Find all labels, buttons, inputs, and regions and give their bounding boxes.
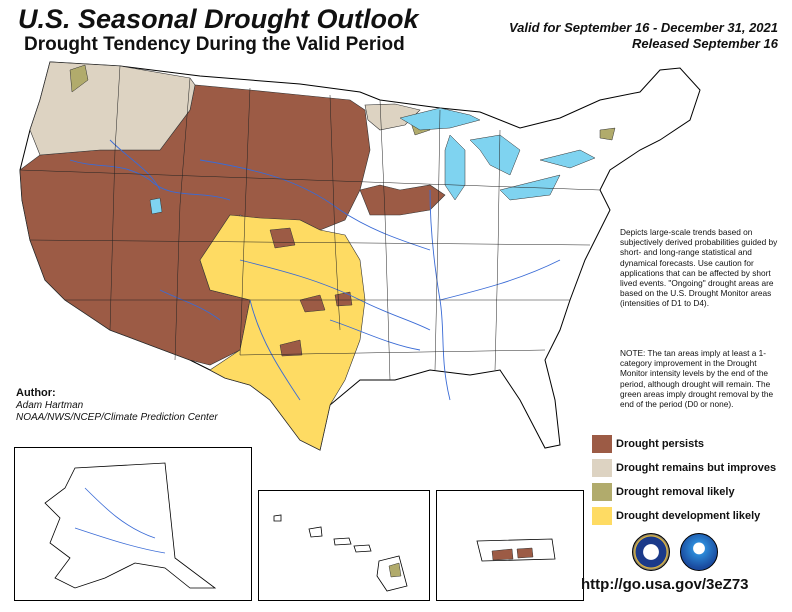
description-text: Depicts large-scale trends based on subj… <box>620 227 778 309</box>
legend-label: Drought development likely <box>616 510 761 522</box>
hawaii-inset <box>258 490 430 601</box>
legend-label: Drought removal likely <box>616 486 735 498</box>
map-title: U.S. Seasonal Drought Outlook <box>18 4 419 34</box>
hawaii-map <box>273 514 408 592</box>
persists-spots <box>269 227 353 357</box>
doc-seal-icon <box>632 533 670 571</box>
map-subtitle: Drought Tendency During the Valid Period <box>24 34 405 55</box>
author-org: NOAA/NWS/NCEP/Climate Prediction Center <box>16 412 218 423</box>
legend-item-removal: Drought removal likely <box>592 480 776 504</box>
noaa-logo-icon <box>680 533 718 571</box>
author-name: Adam Hartman <box>16 400 84 411</box>
valid-dates: Valid for September 16 - December 31, 20… <box>508 20 778 35</box>
state-lines <box>19 65 601 381</box>
alaska-inset <box>14 447 252 601</box>
valid-period: Valid for September 16 - December 31, 20… <box>509 20 778 52</box>
puerto-rico-map <box>476 538 556 562</box>
great-lakes <box>399 107 596 201</box>
removal-wa <box>69 64 89 93</box>
rivers <box>69 139 561 401</box>
salt-lake <box>149 197 163 215</box>
legend: Drought persists Drought remains but imp… <box>592 432 776 528</box>
persists-midwest <box>359 184 446 216</box>
legend-item-development: Drought development likely <box>592 504 776 528</box>
legend-swatch <box>592 507 612 525</box>
author-block: Author: Adam Hartman NOAA/NWS/NCEP/Clima… <box>16 387 218 424</box>
legend-label: Drought remains but improves <box>616 462 777 474</box>
alaska-map <box>44 462 217 589</box>
legend-item-persists: Drought persists <box>592 432 776 456</box>
development-plains <box>199 214 366 451</box>
legend-swatch <box>592 483 612 501</box>
info-link[interactable]: http://go.usa.gov/3eZ73 <box>581 576 749 593</box>
puerto-rico-inset <box>436 490 584 601</box>
improves-mn <box>364 103 421 131</box>
legend-item-improves: Drought remains but improves <box>592 456 776 480</box>
legend-label: Drought persists <box>616 438 705 450</box>
note-text: NOTE: The tan areas imply at least a 1-c… <box>620 348 774 410</box>
legend-swatch <box>592 459 612 477</box>
author-heading: Author: <box>16 387 56 399</box>
legend-swatch <box>592 435 612 453</box>
release-date: Released September 16 <box>632 36 778 51</box>
